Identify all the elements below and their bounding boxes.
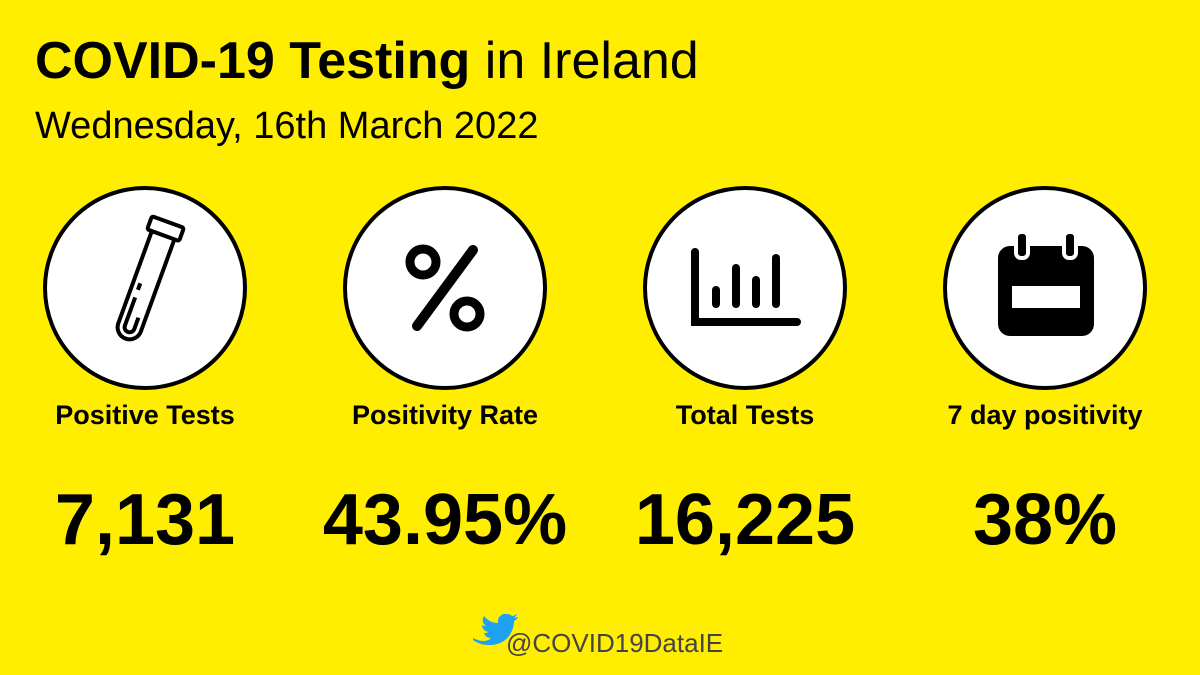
icon-test-tube <box>43 186 247 390</box>
title-rest: in Ireland <box>485 32 699 90</box>
stats: Positive Tests 7,131 Positivity Rate 43.95%… <box>55 400 1143 560</box>
stat-label: Total Tests <box>676 400 815 430</box>
stat-label: 7 day positivity <box>947 400 1142 430</box>
footer: @COVID19DataIE <box>473 613 723 658</box>
date: Wednesday, 16th March 2022 <box>35 105 538 147</box>
stat-label: Positivity Rate <box>352 400 538 430</box>
icon-percent <box>343 186 547 390</box>
icon-bar-chart <box>643 186 847 390</box>
stat-label: Positive Tests <box>55 400 235 430</box>
handle: @COVID19DataIE <box>506 628 723 658</box>
stat-value: 16,225 <box>635 480 855 560</box>
icon-calendar <box>943 186 1147 390</box>
stat-value: 43.95% <box>323 480 567 560</box>
stat-value: 38% <box>973 480 1117 560</box>
twitter-icon <box>473 613 518 646</box>
title-bold: COVID-19 Testing <box>35 32 470 90</box>
stat-value: 7,131 <box>55 480 235 560</box>
title: COVID-19 Testing in Ireland <box>35 32 699 90</box>
